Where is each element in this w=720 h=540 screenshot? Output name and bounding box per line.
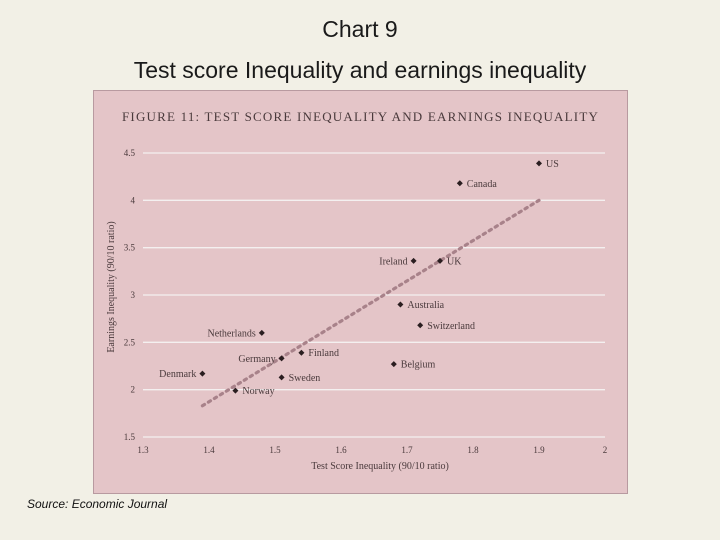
data-point xyxy=(199,370,206,377)
trend-layer xyxy=(200,198,541,408)
x-tick-label: 1.4 xyxy=(203,445,215,455)
x-axis-title: Test Score Inequality (90/10 ratio) xyxy=(311,461,449,472)
point-layer: US Canada Ireland UK Australia Switzerland Net… xyxy=(159,159,559,397)
x-tick-label: 1.5 xyxy=(269,445,281,455)
data-point xyxy=(410,257,417,264)
x-tick-label: 1.9 xyxy=(533,445,545,455)
y-tick-label: 4.5 xyxy=(124,148,136,158)
y-axis-title: Earnings Inequality (90/10 ratio) xyxy=(106,221,117,352)
source-note: Source: Economic Journal xyxy=(27,497,168,511)
y-tick-label: 4 xyxy=(131,195,136,205)
trend-line xyxy=(200,198,541,408)
data-point xyxy=(417,322,424,329)
grid-layer xyxy=(143,152,605,391)
x-tick-label: 1.3 xyxy=(137,445,149,455)
data-point xyxy=(232,387,239,394)
y-tick-label: 2.5 xyxy=(124,337,136,347)
point-label: Ireland xyxy=(379,256,407,267)
data-point xyxy=(397,301,404,308)
scatter-chart: FIGURE 11: TEST SCORE INEQUALITY AND EAR… xyxy=(106,109,608,472)
data-point xyxy=(278,355,285,362)
data-point xyxy=(258,329,265,336)
point-label: Canada xyxy=(467,179,498,190)
figure-title: FIGURE 11: TEST SCORE INEQUALITY AND EAR… xyxy=(122,109,599,124)
y-tick-label: 2 xyxy=(131,385,136,395)
y-tick-label: 3 xyxy=(131,290,136,300)
data-point xyxy=(536,160,542,167)
data-point xyxy=(278,374,285,381)
figure-panel: FIGURE 11: TEST SCORE INEQUALITY AND EAR… xyxy=(93,90,628,494)
x-tick-label: 1.8 xyxy=(467,445,479,455)
point-label: UK xyxy=(447,256,462,267)
x-tick-label: 2 xyxy=(603,445,608,455)
point-label: Germany xyxy=(238,354,275,365)
x-tick-label: 1.6 xyxy=(335,445,347,455)
point-label: Denmark xyxy=(159,369,196,380)
point-label: Australia xyxy=(407,300,444,311)
point-label: Norway xyxy=(242,386,274,397)
x-tick-label: 1.7 xyxy=(401,445,413,455)
point-label: US xyxy=(546,159,559,170)
data-point xyxy=(298,349,305,356)
point-label: Belgium xyxy=(401,360,436,371)
point-label: Sweden xyxy=(289,373,321,384)
axis-layer: 1.5 2 2.5 3 3.5 4 4.5 1.3 1.4 1.5 1.6 1.7 1.8 1.9 2 xyxy=(124,148,608,455)
data-point xyxy=(437,257,443,264)
data-point xyxy=(456,180,463,187)
point-label: Finland xyxy=(308,348,339,359)
point-label: Netherlands xyxy=(207,328,255,339)
data-point xyxy=(390,361,397,368)
y-tick-label: 3.5 xyxy=(124,243,136,253)
slide-title: Chart 9 xyxy=(322,16,398,42)
point-label: Switzerland xyxy=(427,321,475,332)
y-tick-label: 1.5 xyxy=(124,432,136,442)
slide-subtitle: Test score Inequality and earnings inequ… xyxy=(133,57,587,83)
